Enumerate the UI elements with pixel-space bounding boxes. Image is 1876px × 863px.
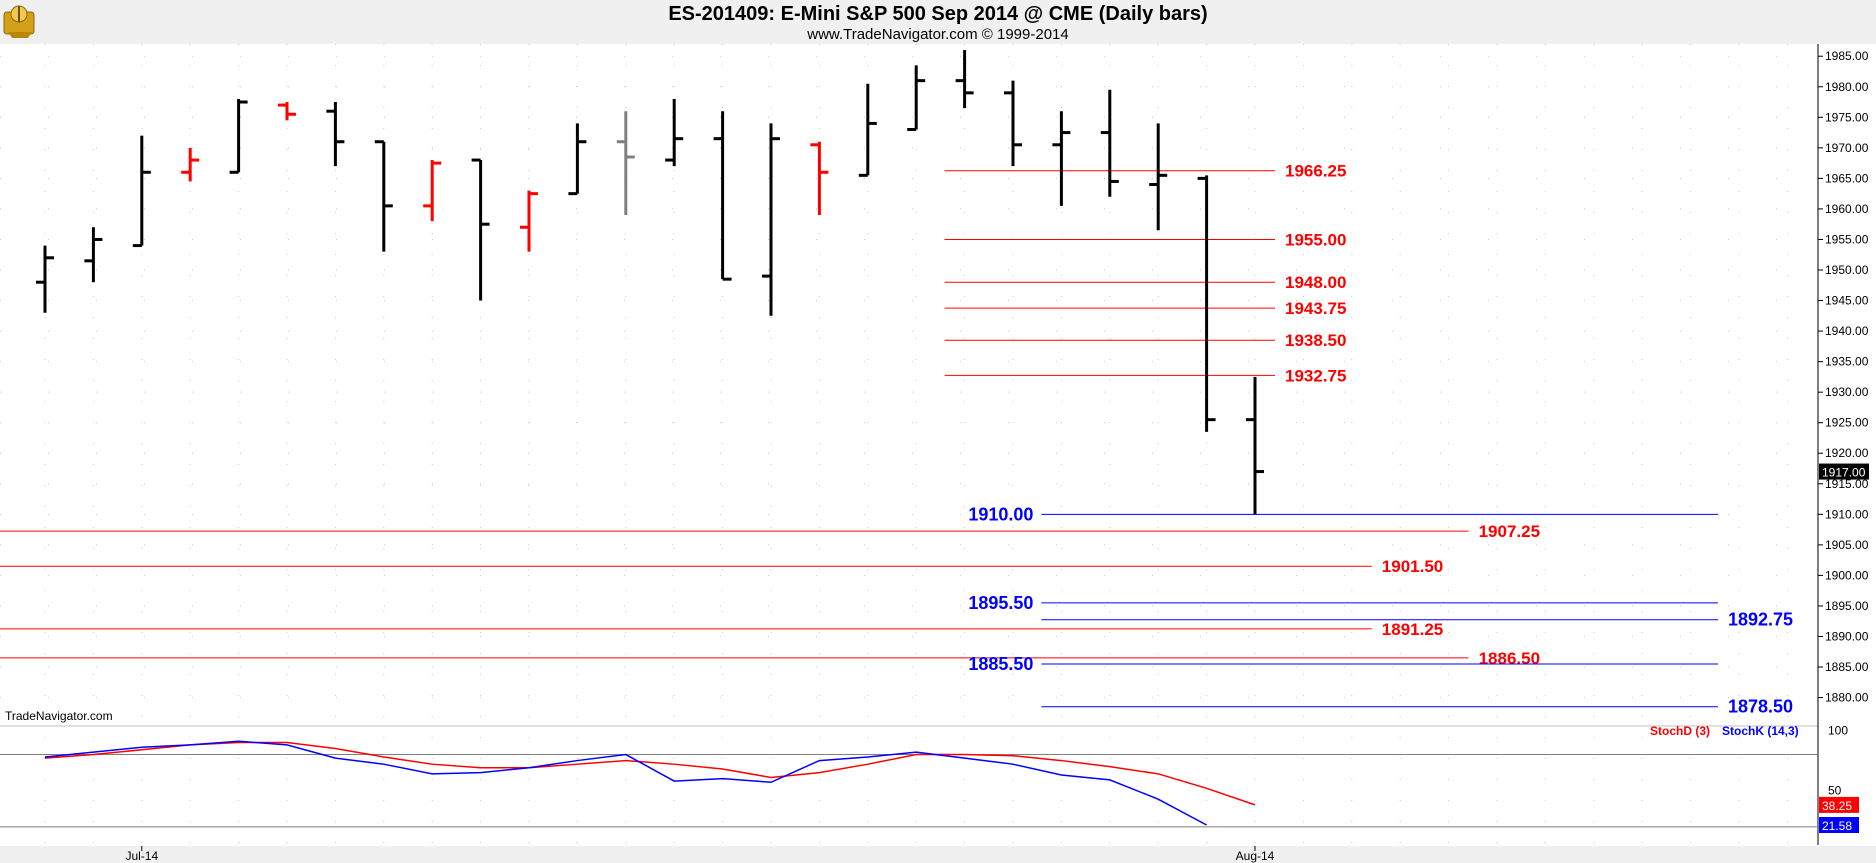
stoch-value-label: 38.25: [1822, 799, 1852, 813]
level-label: 1901.50: [1382, 557, 1443, 576]
date-axis: Jul-14 Aug-14: [0, 846, 1876, 863]
tradenavigator-logo-icon: [3, 5, 35, 38]
level-label: 1932.75: [1285, 366, 1346, 385]
level-label: 1907.25: [1479, 522, 1540, 541]
stoch-series-line: [44, 741, 1256, 806]
stoch-value-label: 21.58: [1822, 819, 1852, 833]
level-label: 1910.00: [968, 504, 1033, 524]
price-tick-label: 1915.00: [1825, 477, 1869, 491]
stoch-tick-label: 50: [1828, 784, 1842, 798]
stoch-value-box: [1819, 796, 1859, 813]
stoch-legend-d: StochD (3): [1650, 724, 1710, 738]
title-bar: [0, 0, 1876, 44]
price-tick-label: 1965.00: [1825, 171, 1869, 185]
price-tick-label: 1880.00: [1825, 691, 1869, 705]
price-tick-label: 1895.00: [1825, 599, 1869, 613]
level-label: 1955.00: [1285, 230, 1346, 249]
price-tick-label: 1890.00: [1825, 629, 1869, 643]
level-label: 1895.50: [968, 593, 1033, 613]
watermark-text: TradeNavigator.com: [5, 709, 113, 723]
stoch-tick-label: 100: [1828, 723, 1848, 737]
level-label: 1878.50: [1728, 697, 1793, 717]
level-label: 1892.75: [1728, 610, 1793, 630]
price-tick-label: 1910.00: [1825, 507, 1869, 521]
price-tick-label: 1900.00: [1825, 568, 1869, 582]
price-tick-label: 1905.00: [1825, 538, 1869, 552]
price-tick-label: 1945.00: [1825, 294, 1869, 308]
stoch-value-box: [1819, 817, 1859, 834]
stoch-legend-k: StochK (14,3): [1722, 724, 1799, 738]
level-label: 1948.00: [1285, 273, 1346, 292]
date-tick-label: Jul-14: [125, 849, 158, 863]
level-label: 1885.50: [968, 654, 1033, 674]
price-tick-label: 1885.00: [1825, 660, 1869, 674]
chart-grid: [0, 44, 1818, 845]
level-label: 1891.25: [1382, 620, 1443, 639]
price-tick-label: 1930.00: [1825, 385, 1869, 399]
last-price-box: [1819, 463, 1869, 480]
price-tick-label: 1960.00: [1825, 202, 1869, 216]
price-bars: [36, 50, 1264, 515]
level-label: 1943.75: [1285, 299, 1346, 318]
price-tick-label: 1970.00: [1825, 141, 1869, 155]
level-lines: 1966.25 1955.00 1948.00 1943.75 1938.50 1932.…: [0, 162, 1793, 717]
price-tick-label: 1940.00: [1825, 324, 1869, 338]
price-axis: 1985.00 1980.00 1975.00 1970.00 1965.00 1960.…: [1817, 44, 1869, 845]
price-tick-label: 1920.00: [1825, 446, 1869, 460]
chart-subtitle: www.TradeNavigator.com © 1999-2014: [807, 26, 1069, 43]
stochastic-panel: 100 50 StochD (3) StochK (14,3) 38.25 21.58: [0, 723, 1859, 834]
price-tick-label: 1925.00: [1825, 416, 1869, 430]
price-tick-label: 1985.00: [1825, 49, 1869, 63]
price-tick-label: 1980.00: [1825, 80, 1869, 94]
last-price-label: 1917.00: [1822, 466, 1866, 480]
price-tick-label: 1955.00: [1825, 232, 1869, 246]
level-label: 1938.50: [1285, 331, 1346, 350]
price-tick-label: 1950.00: [1825, 263, 1869, 277]
level-label: 1886.50: [1479, 649, 1540, 668]
date-tick-label: Aug-14: [1236, 849, 1275, 863]
price-tick-label: 1975.00: [1825, 110, 1869, 124]
date-axis-background: [0, 846, 1876, 863]
stoch-series-line: [44, 740, 1207, 826]
price-tick-label: 1935.00: [1825, 355, 1869, 369]
chart-title: ES-201409: E-Mini S&P 500 Sep 2014 @ CME…: [668, 3, 1208, 25]
level-label: 1966.25: [1285, 162, 1346, 181]
